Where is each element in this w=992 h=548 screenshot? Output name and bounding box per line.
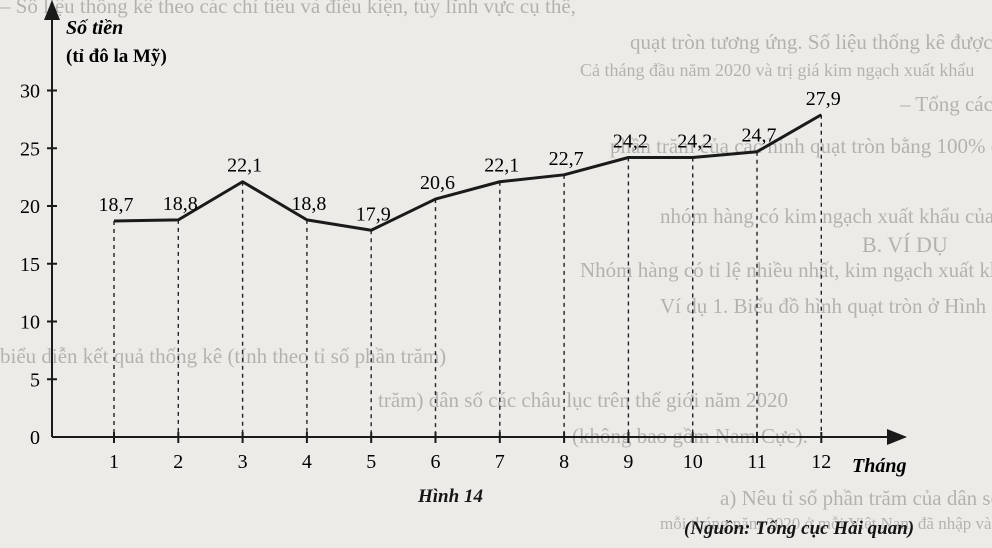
background-text-line: Cả tháng đầu năm 2020 và trị giá kim ngạ… (580, 60, 975, 80)
x-tick-label: 1 (109, 451, 119, 473)
data-label: 22,7 (549, 148, 584, 170)
y-axis-label-line2: (tỉ đô la Mỹ) (66, 46, 167, 67)
data-label: 22,1 (484, 155, 519, 177)
source-note: (Nguồn: Tổng cục Hải quan) (684, 518, 915, 539)
data-label: 20,6 (420, 172, 455, 194)
series-line (113, 113, 823, 232)
background-text-line: – Tổng các tỉ số phần trăm ghi ở các hìn… (900, 92, 992, 116)
data-label: 18,7 (99, 194, 134, 216)
data-label: 24,2 (613, 130, 648, 152)
x-tick-label: 6 (431, 451, 441, 473)
background-text-line: trăm) dân số các châu lục trên thế giới … (378, 388, 788, 412)
background-text-line: B. VÍ DỤ (862, 232, 948, 257)
drop-lines (113, 114, 822, 437)
y-axis-label-line1: Số tiền (66, 17, 123, 39)
figure-caption: Hình 14 (418, 486, 483, 507)
y-tick-label: 30 (20, 81, 40, 103)
x-axis-label: Tháng (852, 455, 906, 477)
y-tick-label: 25 (20, 138, 40, 160)
background-text-line: mỗi tháng năm 2020 ở mỗi Việt Nam đã nhậ… (660, 514, 992, 533)
x-tick-label: 9 (623, 451, 633, 473)
y-ticks: 0 5 10 15 20 25 30 (20, 81, 57, 449)
x-tick-label: 4 (302, 451, 312, 473)
y-tick-label: 20 (20, 196, 40, 218)
data-labels: 18,7 18,8 22,1 18,8 17,9 20,6 22,1 22,7 24,2 24,2… (99, 88, 841, 226)
y-tick-label: 10 (20, 312, 40, 334)
data-label: 22,1 (227, 155, 262, 177)
background-text-line: Ví dụ 1. Biểu đồ hình quạt tròn ở Hình 1… (660, 294, 992, 318)
background-text-line: phần trăm của các hình quạt tròn bằng 10… (610, 134, 992, 158)
data-series (113, 113, 823, 232)
y-tick-label: 15 (20, 254, 40, 276)
data-label: 18,8 (163, 193, 198, 215)
data-label: 24,2 (677, 130, 712, 152)
y-tick-label: 5 (30, 369, 40, 391)
background-text-line: Nhóm hàng có tỉ lệ nhiều nhất, kim ngạch… (580, 258, 992, 282)
data-label: 18,8 (291, 193, 326, 215)
x-tick-label: 3 (238, 451, 248, 473)
background-text-line: biểu diễn kết quả thống kê (tính theo tỉ… (0, 344, 447, 368)
x-tick-label: 7 (495, 451, 505, 473)
y-tick-label: 0 (30, 427, 40, 449)
x-tick-label: 10 (683, 451, 703, 473)
x-tick-label: 12 (811, 451, 831, 473)
x-tick-label: 11 (747, 451, 766, 473)
background-text-line: – Số liệu thống kê theo các chỉ tiêu và … (0, 0, 576, 18)
x-tick-label: 5 (366, 451, 376, 473)
background-text-line: nhóm hàng có kim ngạch xuất khẩu của Việ… (660, 204, 992, 228)
background-text-line: a) Nêu tỉ số phần trăm của dân số mỗi ch… (720, 486, 992, 510)
x-ticks: 1 2 3 4 5 6 7 8 9 10 11 12 (109, 432, 831, 473)
background-text-line: quạt tròn tương ứng. Số liệu thống kê đư… (630, 30, 992, 54)
data-label: 24,7 (742, 125, 777, 147)
x-tick-label: 2 (173, 451, 183, 473)
data-label: 27,9 (806, 88, 841, 110)
data-label: 17,9 (356, 203, 391, 225)
x-tick-label: 8 (559, 451, 569, 473)
